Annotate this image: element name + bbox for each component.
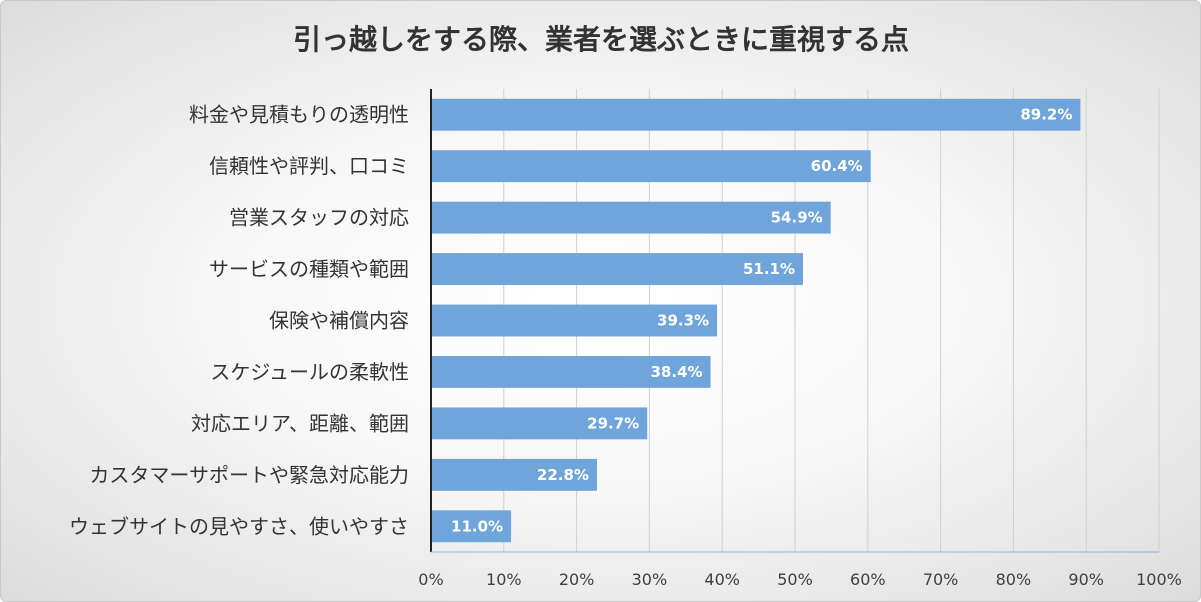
x-tick-label: 50% bbox=[777, 570, 813, 589]
value-label: 60.4% bbox=[811, 157, 863, 175]
value-label: 89.2% bbox=[1020, 106, 1072, 124]
bar bbox=[432, 458, 597, 491]
value-label: 51.1% bbox=[743, 260, 795, 278]
category-label: 信頼性や評判、口コミ bbox=[209, 154, 409, 178]
x-tick-label: 30% bbox=[632, 570, 668, 589]
bar bbox=[432, 510, 512, 543]
bar bbox=[432, 253, 804, 286]
category-label: 営業スタッフの対応 bbox=[229, 206, 409, 230]
category-label: サービスの種類や範囲 bbox=[209, 257, 409, 281]
category-label: 料金や見積もりの透明性 bbox=[189, 103, 409, 127]
x-tick-label: 80% bbox=[996, 570, 1032, 589]
bar bbox=[432, 304, 718, 337]
bar bbox=[432, 407, 648, 440]
category-label: カスタマーサポートや緊急対応能力 bbox=[89, 463, 409, 487]
bar-layer: 89.2% 60.4% 54.9% 51.1% 39.3% 38.4% 29.7% 22.8%… bbox=[432, 98, 1081, 543]
x-tick-label: 70% bbox=[923, 570, 959, 589]
x-axis-ticks: 0% 10% 20% 30% 40% 50% 60% 70% 80% 90% 100% bbox=[418, 570, 1182, 589]
bar bbox=[432, 98, 1081, 131]
x-tick-label: 0% bbox=[418, 570, 443, 589]
category-label: スケジュールの柔軟性 bbox=[210, 360, 409, 384]
x-tick-label: 60% bbox=[850, 570, 886, 589]
x-tick-label: 10% bbox=[486, 570, 522, 589]
bar bbox=[432, 355, 711, 388]
value-label: 11.0% bbox=[451, 517, 503, 535]
x-tick-label: 20% bbox=[559, 570, 595, 589]
bar bbox=[432, 201, 831, 234]
x-tick-label: 100% bbox=[1136, 570, 1182, 589]
chart-title: 引っ越しをする際、業者を選ぶときに重視する点 bbox=[293, 23, 909, 56]
category-label: 保険や補償内容 bbox=[269, 309, 409, 333]
value-label: 29.7% bbox=[587, 414, 639, 432]
value-label: 54.9% bbox=[771, 209, 823, 227]
value-label: 39.3% bbox=[657, 312, 709, 330]
x-tick-label: 40% bbox=[704, 570, 740, 589]
category-labels: 料金や見積もりの透明性信頼性や評判、口コミ営業スタッフの対応サービスの種類や範囲… bbox=[69, 103, 409, 539]
category-label: ウェブサイトの見やすさ、使いやすさ bbox=[69, 514, 409, 538]
x-tick-label: 90% bbox=[1068, 570, 1104, 589]
value-label: 22.8% bbox=[537, 466, 589, 484]
category-label: 対応エリア、距離、範囲 bbox=[191, 411, 409, 435]
value-label: 38.4% bbox=[651, 363, 703, 381]
bar bbox=[432, 150, 871, 183]
